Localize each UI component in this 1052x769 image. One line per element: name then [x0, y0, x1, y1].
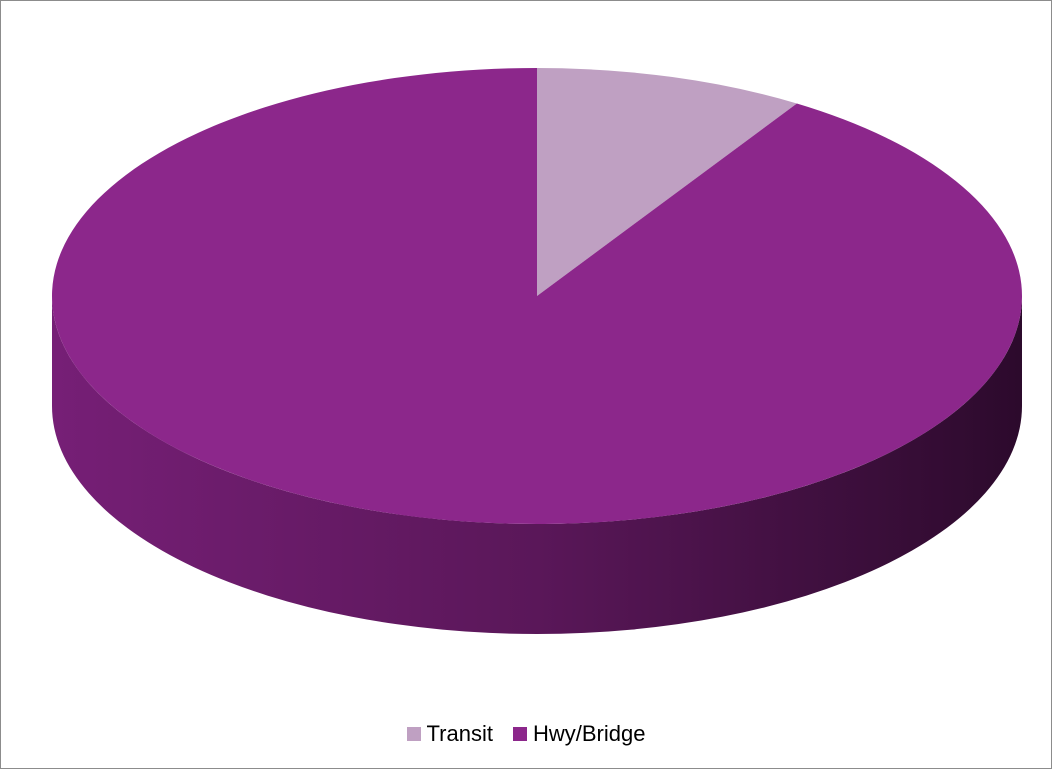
pie-side-wall	[52, 296, 1022, 634]
legend-item-hwy-bridge[interactable]: Hwy/Bridge	[512, 721, 646, 747]
legend-swatch-hwy-bridge	[512, 727, 527, 741]
pie-slice-hwy-bridge[interactable]	[52, 68, 1023, 525]
legend-label-hwy-bridge: Hwy/Bridge	[532, 721, 646, 746]
legend: Transit Hwy/Bridge	[1, 721, 1051, 747]
legend-swatch-transit	[406, 727, 421, 741]
pie-top	[52, 68, 1023, 525]
legend-item-transit[interactable]: Transit	[406, 721, 493, 747]
pie-slice-transit[interactable]	[537, 68, 797, 296]
pie-side	[52, 296, 1022, 634]
legend-label-transit: Transit	[426, 721, 493, 746]
